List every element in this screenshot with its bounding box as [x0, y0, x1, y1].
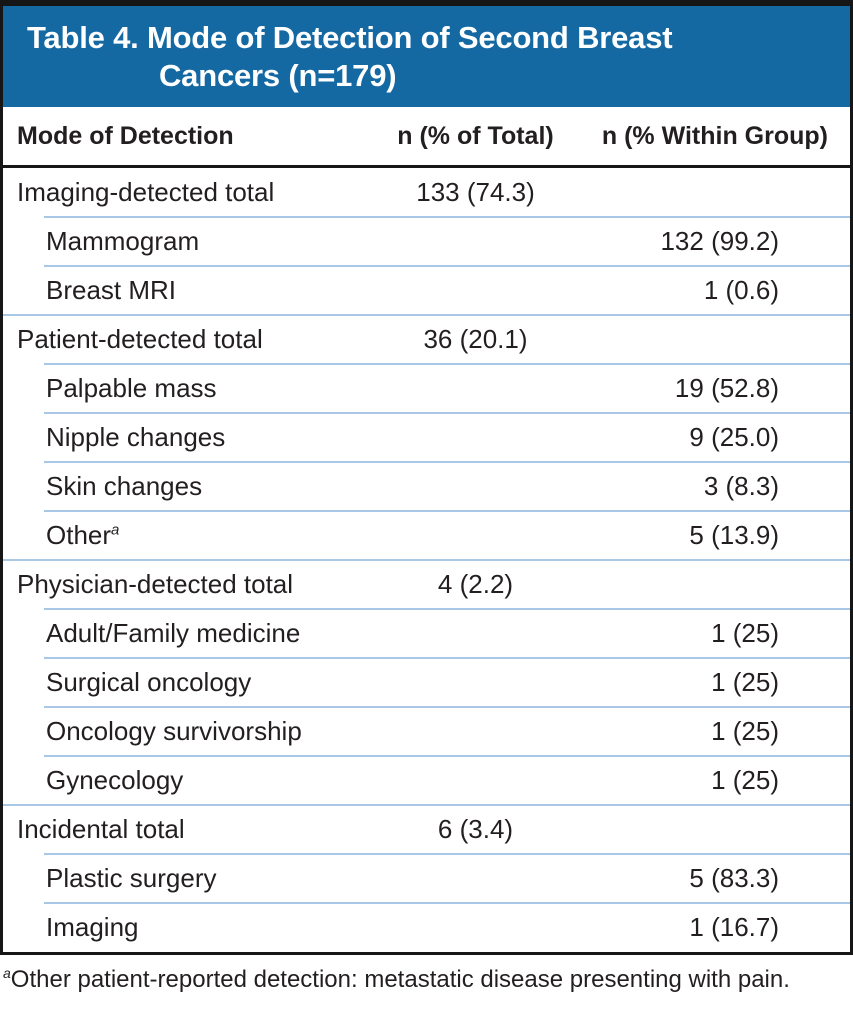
- table-row: Imaging 1 (16.7): [3, 902, 850, 952]
- row-label: Incidental total: [17, 814, 185, 844]
- row-label: Oncology survivorship: [46, 716, 302, 746]
- table-row: Breast MRI 1 (0.6): [3, 265, 850, 315]
- row-label: Gynecology: [46, 765, 184, 795]
- row-label: Othera: [46, 520, 120, 550]
- table-row: Nipple changes 9 (25.0): [3, 412, 850, 462]
- row-label: Skin changes: [46, 471, 203, 501]
- table-row: Adult/Family medicine 1 (25): [3, 608, 850, 658]
- column-header-row: Mode of Detection n (% of Total) n (% Wi…: [3, 107, 850, 168]
- footnote-marker-superscript: a: [3, 965, 11, 981]
- within-group-value: 1 (25): [711, 716, 779, 746]
- table-row: Plastic surgery 5 (83.3): [3, 853, 850, 903]
- table-row: Mammogram 132 (99.2): [3, 216, 850, 266]
- row-label: Plastic surgery: [46, 863, 217, 893]
- within-group-value: 1 (25): [711, 765, 779, 795]
- total-value: 36 (20.1): [423, 324, 528, 354]
- footnote-marker-superscript: a: [111, 521, 120, 539]
- table-row: Gynecology 1 (25): [3, 755, 850, 805]
- row-label: Palpable mass: [46, 373, 217, 403]
- within-group-value: 5 (13.9): [689, 520, 779, 550]
- table-row: Physician-detected total 4 (2.2): [3, 559, 850, 609]
- table-row: Palpable mass 19 (52.8): [3, 363, 850, 413]
- row-label: Mammogram: [46, 226, 200, 256]
- table-body: Imaging-detected total 133 (74.3) Mammog…: [3, 168, 850, 952]
- total-value: 133 (74.3): [416, 177, 535, 207]
- row-label: Physician-detected total: [17, 569, 294, 599]
- table-4: Table 4. Mode of Detection of Second Bre…: [0, 0, 853, 955]
- within-group-value: 132 (99.2): [660, 226, 779, 256]
- total-value: 4 (2.2): [437, 569, 514, 599]
- row-label: Adult/Family medicine: [46, 618, 301, 648]
- within-group-value: 9 (25.0): [689, 422, 779, 452]
- table-row: Patient-detected total 36 (20.1): [3, 314, 850, 364]
- row-label: Imaging-detected total: [17, 177, 275, 207]
- row-label: Patient-detected total: [17, 324, 263, 354]
- page: Table 4. Mode of Detection of Second Bre…: [0, 0, 853, 996]
- row-label: Breast MRI: [46, 275, 177, 305]
- total-value: 6 (3.4): [437, 814, 514, 844]
- table-title-line-1: Table 4. Mode of Detection of Second Bre…: [27, 20, 673, 55]
- footnote-text: Other patient-reported detection: metast…: [10, 966, 790, 993]
- within-group-value: 1 (25): [711, 667, 779, 697]
- table-row: Surgical oncology 1 (25): [3, 657, 850, 707]
- within-group-value: 1 (0.6): [703, 275, 779, 305]
- table-footnote: aOther patient-reported detection: metas…: [0, 964, 853, 996]
- within-group-value: 3 (8.3): [703, 471, 779, 501]
- table-row: Incidental total 6 (3.4): [3, 804, 850, 854]
- table-title-line-2: Cancers (n=179): [159, 58, 397, 93]
- table-row: Oncology survivorship 1 (25): [3, 706, 850, 756]
- column-header-within-group: n (% Within Group): [601, 121, 828, 150]
- table-row: Imaging-detected total 133 (74.3): [3, 168, 850, 217]
- within-group-value: 19 (52.8): [674, 373, 779, 403]
- column-header-total: n (% of Total): [397, 121, 554, 150]
- row-label: Nipple changes: [46, 422, 226, 452]
- table-row: Othera 5 (13.9): [3, 510, 850, 560]
- table-row: Skin changes 3 (8.3): [3, 461, 850, 511]
- within-group-value: 1 (25): [711, 618, 779, 648]
- within-group-value: 5 (83.3): [689, 863, 779, 893]
- table-title-band: Table 4. Mode of Detection of Second Bre…: [3, 6, 850, 107]
- within-group-value: 1 (16.7): [689, 912, 779, 942]
- row-label: Surgical oncology: [46, 667, 252, 697]
- column-header-mode: Mode of Detection: [17, 121, 234, 150]
- row-label: Imaging: [46, 912, 139, 942]
